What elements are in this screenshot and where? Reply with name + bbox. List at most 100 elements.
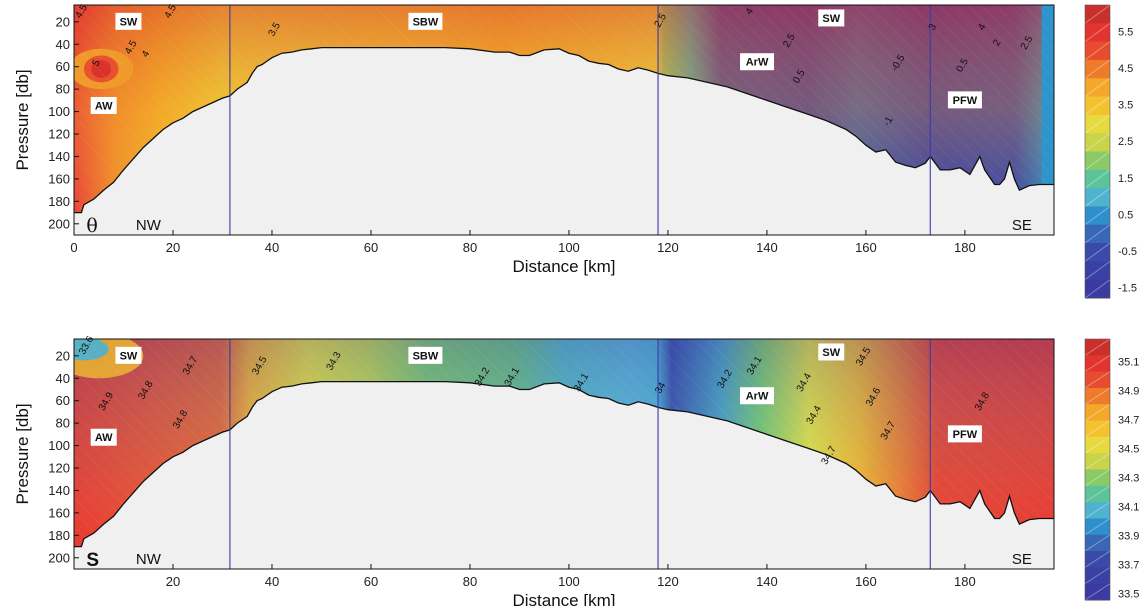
- colorbar-hatch: [1084, 187, 1111, 207]
- contour-label: 4: [744, 6, 757, 17]
- x-tick-label: 160: [855, 240, 877, 255]
- water-mass-box: [740, 53, 775, 71]
- colorbar-hatch: [1084, 41, 1111, 61]
- colorbar-swatch: [1085, 420, 1110, 438]
- colorbar-hatch: [1084, 403, 1111, 421]
- x-tick-label: 180: [954, 574, 976, 589]
- colorbar-swatch: [1085, 151, 1110, 171]
- x-tick-label: 160: [855, 574, 877, 589]
- colorbar-hatch: [1084, 566, 1111, 585]
- plot-frame: [73, 4, 1055, 236]
- y-tick-label: 160: [48, 171, 70, 186]
- colorbar-label: 35.1: [1118, 357, 1139, 369]
- y-tick-label: 120: [48, 461, 70, 476]
- water-mass-label: PFW: [953, 429, 978, 441]
- contour-label: 2: [991, 37, 1004, 48]
- colorbar-swatch: [1085, 23, 1110, 43]
- colorbar-swatch: [1085, 518, 1110, 536]
- contour-label: 3: [927, 22, 940, 33]
- colorbar-swatch: [1085, 59, 1110, 79]
- y-tick-label: 160: [48, 505, 70, 520]
- x-tick-label: 0: [70, 240, 77, 255]
- water-mass-label: SW: [120, 16, 138, 28]
- x-tick-label: 140: [756, 240, 778, 255]
- water-mass-box: [408, 346, 443, 364]
- texture: [74, 5, 1054, 235]
- colorbar-label: -0.5: [1118, 246, 1137, 258]
- colorbar-hatch: [1084, 452, 1111, 470]
- texture: [74, 339, 1054, 569]
- colorbar-label: 34.5: [1118, 444, 1139, 456]
- colorbar-swatch: [1085, 485, 1110, 503]
- y-tick-label: 100: [48, 438, 70, 453]
- colorbar-label: 33.7: [1118, 560, 1139, 572]
- colorbar-swatch: [1085, 339, 1110, 356]
- corner-label-right: SE: [1012, 551, 1032, 568]
- x-tick-label: 60: [364, 240, 378, 255]
- seafloor-line: [74, 380, 1054, 548]
- colorbar-label: 1.5: [1118, 173, 1133, 185]
- y-tick-label: 180: [48, 194, 70, 209]
- x-tick-label: 40: [265, 240, 279, 255]
- colorbar-label: 0.5: [1118, 209, 1133, 221]
- colorbar-hatch: [1084, 96, 1111, 116]
- colorbar-label: 3.5: [1118, 100, 1133, 112]
- colorbar: 5.5 4.5 3.5 2.5 1.5 0.5 -0.5 -1.5: [1084, 4, 1137, 299]
- x-tick-label: 120: [657, 574, 679, 589]
- x-tick-label: 100: [558, 240, 580, 255]
- panel-0: 4.5 4.554.5 43.52.542.53 42 2.50.5-0.5 0.5-1S…: [13, 2, 1137, 299]
- corner-label-left: NW: [136, 551, 162, 568]
- x-tick-label: 60: [364, 574, 378, 589]
- colorbar-label: 2.5: [1118, 136, 1133, 148]
- colorbar-swatch: [1085, 355, 1110, 373]
- colorbar-swatch: [1085, 502, 1110, 519]
- colorbar-swatch: [1085, 387, 1110, 405]
- y-axis-label: Pressure [db]: [13, 69, 32, 170]
- water-mass-box: [818, 343, 845, 361]
- x-tick-label: 180: [954, 240, 976, 255]
- seafloor-line: [74, 46, 1054, 214]
- colorbar-hatch: [1084, 354, 1111, 373]
- colorbar-swatch: [1085, 404, 1110, 422]
- water-mass-label: AW: [95, 100, 113, 112]
- water-mass-box: [947, 425, 982, 443]
- colorbar-label: 33.9: [1118, 531, 1139, 543]
- water-mass-box: [115, 12, 142, 30]
- water-field: [74, 339, 1054, 569]
- colorbar-swatch: [1085, 469, 1110, 487]
- colorbar-hatch: [1084, 338, 1111, 356]
- colorbar-hatch: [1084, 387, 1111, 405]
- colorbar-hatch: [1084, 169, 1111, 189]
- x-tick-label: 40: [265, 574, 279, 589]
- water-mass-label: SBW: [413, 16, 439, 28]
- colorbar-hatch: [1084, 550, 1111, 568]
- colorbar-hatch: [1084, 151, 1111, 171]
- water-mass-label: SBW: [413, 350, 439, 362]
- x-tick-label: 80: [463, 574, 477, 589]
- contour-label: 34: [653, 380, 668, 396]
- colorbar-swatch: [1085, 243, 1110, 262]
- colorbar-swatch: [1085, 41, 1110, 61]
- colorbar-hatch: [1084, 224, 1111, 244]
- colorbar-label: 4.5: [1118, 63, 1133, 75]
- water-mass-box: [740, 387, 775, 405]
- colorbar-hatch: [1084, 4, 1111, 24]
- y-tick-label: 100: [48, 104, 70, 119]
- colorbar-swatch: [1085, 371, 1110, 389]
- y-tick-label: 20: [56, 14, 70, 29]
- colorbar: 35.1 34.9 34.7 34.5 34.3 34.1 33.9 33.7 33.5: [1084, 338, 1139, 601]
- panel-1: 33.634.7 34.5 34.334.2 34.1 34.1 34 34.234.134…: [13, 334, 1139, 606]
- plot-frame: [73, 338, 1055, 570]
- x-tick-label: 140: [756, 574, 778, 589]
- colorbar-hatch: [1084, 518, 1111, 536]
- water-mass-box: [90, 96, 117, 114]
- colorbar-hatch: [1084, 469, 1111, 487]
- x-axis-label: Distance [km]: [513, 257, 616, 276]
- water-mass-box: [90, 428, 117, 446]
- variable-symbol: θ: [86, 215, 97, 237]
- contour-label: 5: [90, 58, 103, 69]
- colorbar-hatch: [1084, 534, 1111, 552]
- colorbar-hatch: [1084, 206, 1111, 226]
- water-field: [74, 5, 1054, 235]
- x-tick-label: 100: [558, 574, 580, 589]
